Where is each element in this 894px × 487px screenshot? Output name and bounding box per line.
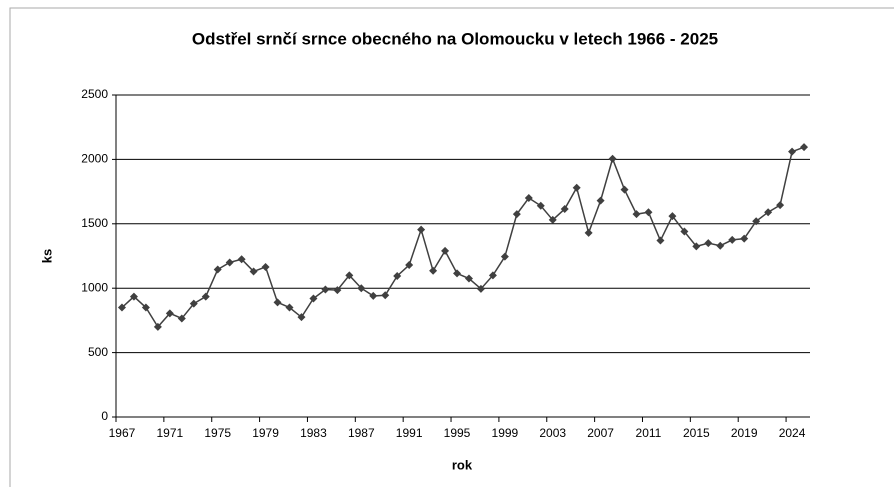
y-tick-label: 2000 (81, 152, 108, 166)
marker (704, 239, 713, 248)
marker (512, 210, 521, 219)
marker (273, 298, 282, 307)
marker (309, 294, 318, 303)
marker (692, 242, 701, 251)
marker (297, 313, 306, 322)
y-tick-label: 2500 (81, 87, 108, 101)
marker (117, 303, 126, 312)
marker (261, 262, 270, 271)
marker (560, 204, 569, 213)
x-tick-label: 1979 (252, 426, 279, 440)
marker (800, 143, 809, 152)
y-axis-label: ks (39, 249, 54, 263)
marker (453, 269, 462, 278)
marker (441, 246, 450, 255)
marker (680, 227, 689, 236)
x-tick-label: 1995 (444, 426, 471, 440)
marker (620, 185, 629, 194)
marker (321, 285, 330, 294)
marker (201, 292, 210, 301)
marker (524, 194, 533, 203)
marker (608, 154, 617, 163)
marker (333, 286, 342, 295)
marker (644, 208, 653, 217)
y-tick-label: 500 (88, 345, 108, 359)
y-tick-label: 1500 (81, 216, 108, 230)
marker (189, 299, 198, 308)
marker (165, 309, 174, 318)
marker (213, 265, 222, 274)
marker (237, 255, 246, 264)
marker (584, 228, 593, 237)
marker (752, 217, 761, 226)
marker (153, 322, 162, 331)
x-tick-label: 2003 (539, 426, 566, 440)
chart-title: Odstřel srnčí srnce obecného na Olomouck… (192, 29, 718, 48)
x-tick-label: 1983 (300, 426, 327, 440)
marker (788, 147, 797, 156)
x-tick-label: 2007 (587, 426, 614, 440)
x-tick-label: 1975 (204, 426, 231, 440)
marker (500, 252, 509, 261)
x-tick-label: 2011 (636, 426, 662, 440)
y-tick-label: 0 (101, 409, 108, 423)
x-tick-label: 1967 (109, 426, 136, 440)
marker (429, 266, 438, 275)
x-axis-label: rok (452, 457, 473, 472)
marker (225, 258, 234, 267)
marker (740, 234, 749, 243)
x-tick-label: 2015 (683, 426, 710, 440)
marker (345, 271, 354, 280)
x-tick-label: 1987 (348, 426, 375, 440)
marker (596, 196, 605, 205)
marker (369, 291, 378, 300)
marker (668, 212, 677, 221)
x-tick-label: 2019 (731, 426, 758, 440)
marker (393, 271, 402, 280)
marker (476, 284, 485, 293)
marker (249, 267, 258, 276)
marker (177, 314, 186, 323)
marker (572, 183, 581, 192)
marker (285, 303, 294, 312)
marker (536, 201, 545, 210)
marker (632, 210, 641, 219)
x-tick-label: 1999 (492, 426, 519, 440)
marker (776, 201, 785, 210)
x-tick-label: 2024 (779, 426, 806, 440)
marker (357, 284, 366, 293)
x-tick-label: 1971 (156, 426, 183, 440)
line (121, 146, 805, 329)
y-tick-label: 1000 (81, 280, 108, 294)
marker (141, 303, 150, 312)
marker (381, 291, 390, 300)
marker (716, 241, 725, 250)
marker (417, 225, 426, 234)
x-tick-label: 1991 (396, 426, 423, 440)
frame (9, 7, 894, 487)
marker (464, 274, 473, 283)
marker (405, 261, 414, 270)
marker (728, 235, 737, 244)
marker (764, 208, 773, 217)
marker (548, 215, 557, 224)
marker (656, 236, 665, 245)
marker (129, 292, 138, 301)
marker (488, 271, 497, 280)
